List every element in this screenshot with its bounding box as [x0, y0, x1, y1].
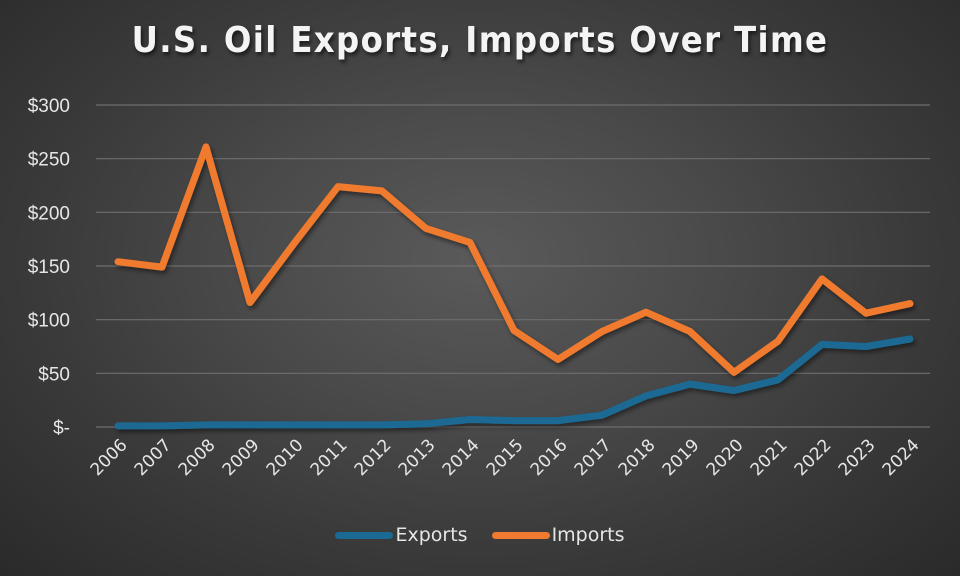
- chart-title: U.S. Oil Exports, Imports Over Time: [131, 20, 829, 61]
- legend: Exports Imports: [0, 524, 960, 546]
- x-tick-label: 2017: [571, 435, 616, 480]
- series-line-imports: [114, 143, 914, 376]
- x-tick-label: 2011: [307, 435, 352, 480]
- x-tick-label: 2014: [439, 435, 484, 480]
- exports-swatch-icon: [335, 531, 394, 539]
- x-tick-label: 2012: [351, 435, 396, 480]
- y-tick-label: $100: [28, 311, 70, 332]
- legend-label-exports: Exports: [395, 524, 468, 546]
- x-tick-label: 2010: [263, 435, 308, 480]
- y-axis-ticks: $- $50 $100 $150 $200 $250 $300: [28, 96, 70, 439]
- x-tick-label: 2015: [483, 435, 528, 480]
- x-tick-label: 2019: [659, 435, 704, 480]
- x-tick-label: 2007: [131, 435, 176, 480]
- y-tick-label: $300: [28, 96, 70, 117]
- legend-item-exports[interactable]: Exports: [335, 524, 468, 546]
- legend-label-imports: Imports: [551, 524, 625, 546]
- y-tick-label: $50: [38, 364, 70, 385]
- x-tick-label: 2018: [615, 435, 660, 480]
- y-tick-label: $250: [28, 150, 70, 171]
- x-tick-label: 2016: [527, 435, 572, 480]
- y-tick-label: $-: [53, 418, 70, 439]
- x-tick-label: 2020: [703, 435, 748, 480]
- y-tick-label: $200: [28, 203, 70, 224]
- x-tick-label: 2021: [747, 435, 792, 480]
- x-axis-ticks: 2006 2007 2008 2009 2010 2011 2012 2013 2014 2015…: [87, 435, 924, 480]
- series-lines: [114, 143, 914, 430]
- legend-item-imports[interactable]: Imports: [491, 524, 625, 546]
- x-tick-label: 2022: [791, 435, 836, 480]
- x-tick-label: 2008: [175, 435, 220, 480]
- series-line-exports: [114, 335, 914, 430]
- y-tick-label: $150: [28, 257, 70, 278]
- gridlines: [96, 104, 930, 428]
- x-tick-label: 2013: [395, 435, 440, 480]
- x-tick-label: 2024: [879, 435, 924, 480]
- imports-swatch-icon: [491, 531, 550, 539]
- x-tick-label: 2009: [219, 435, 264, 480]
- x-tick-label: 2023: [835, 435, 880, 480]
- x-tick-label: 2006: [87, 435, 132, 480]
